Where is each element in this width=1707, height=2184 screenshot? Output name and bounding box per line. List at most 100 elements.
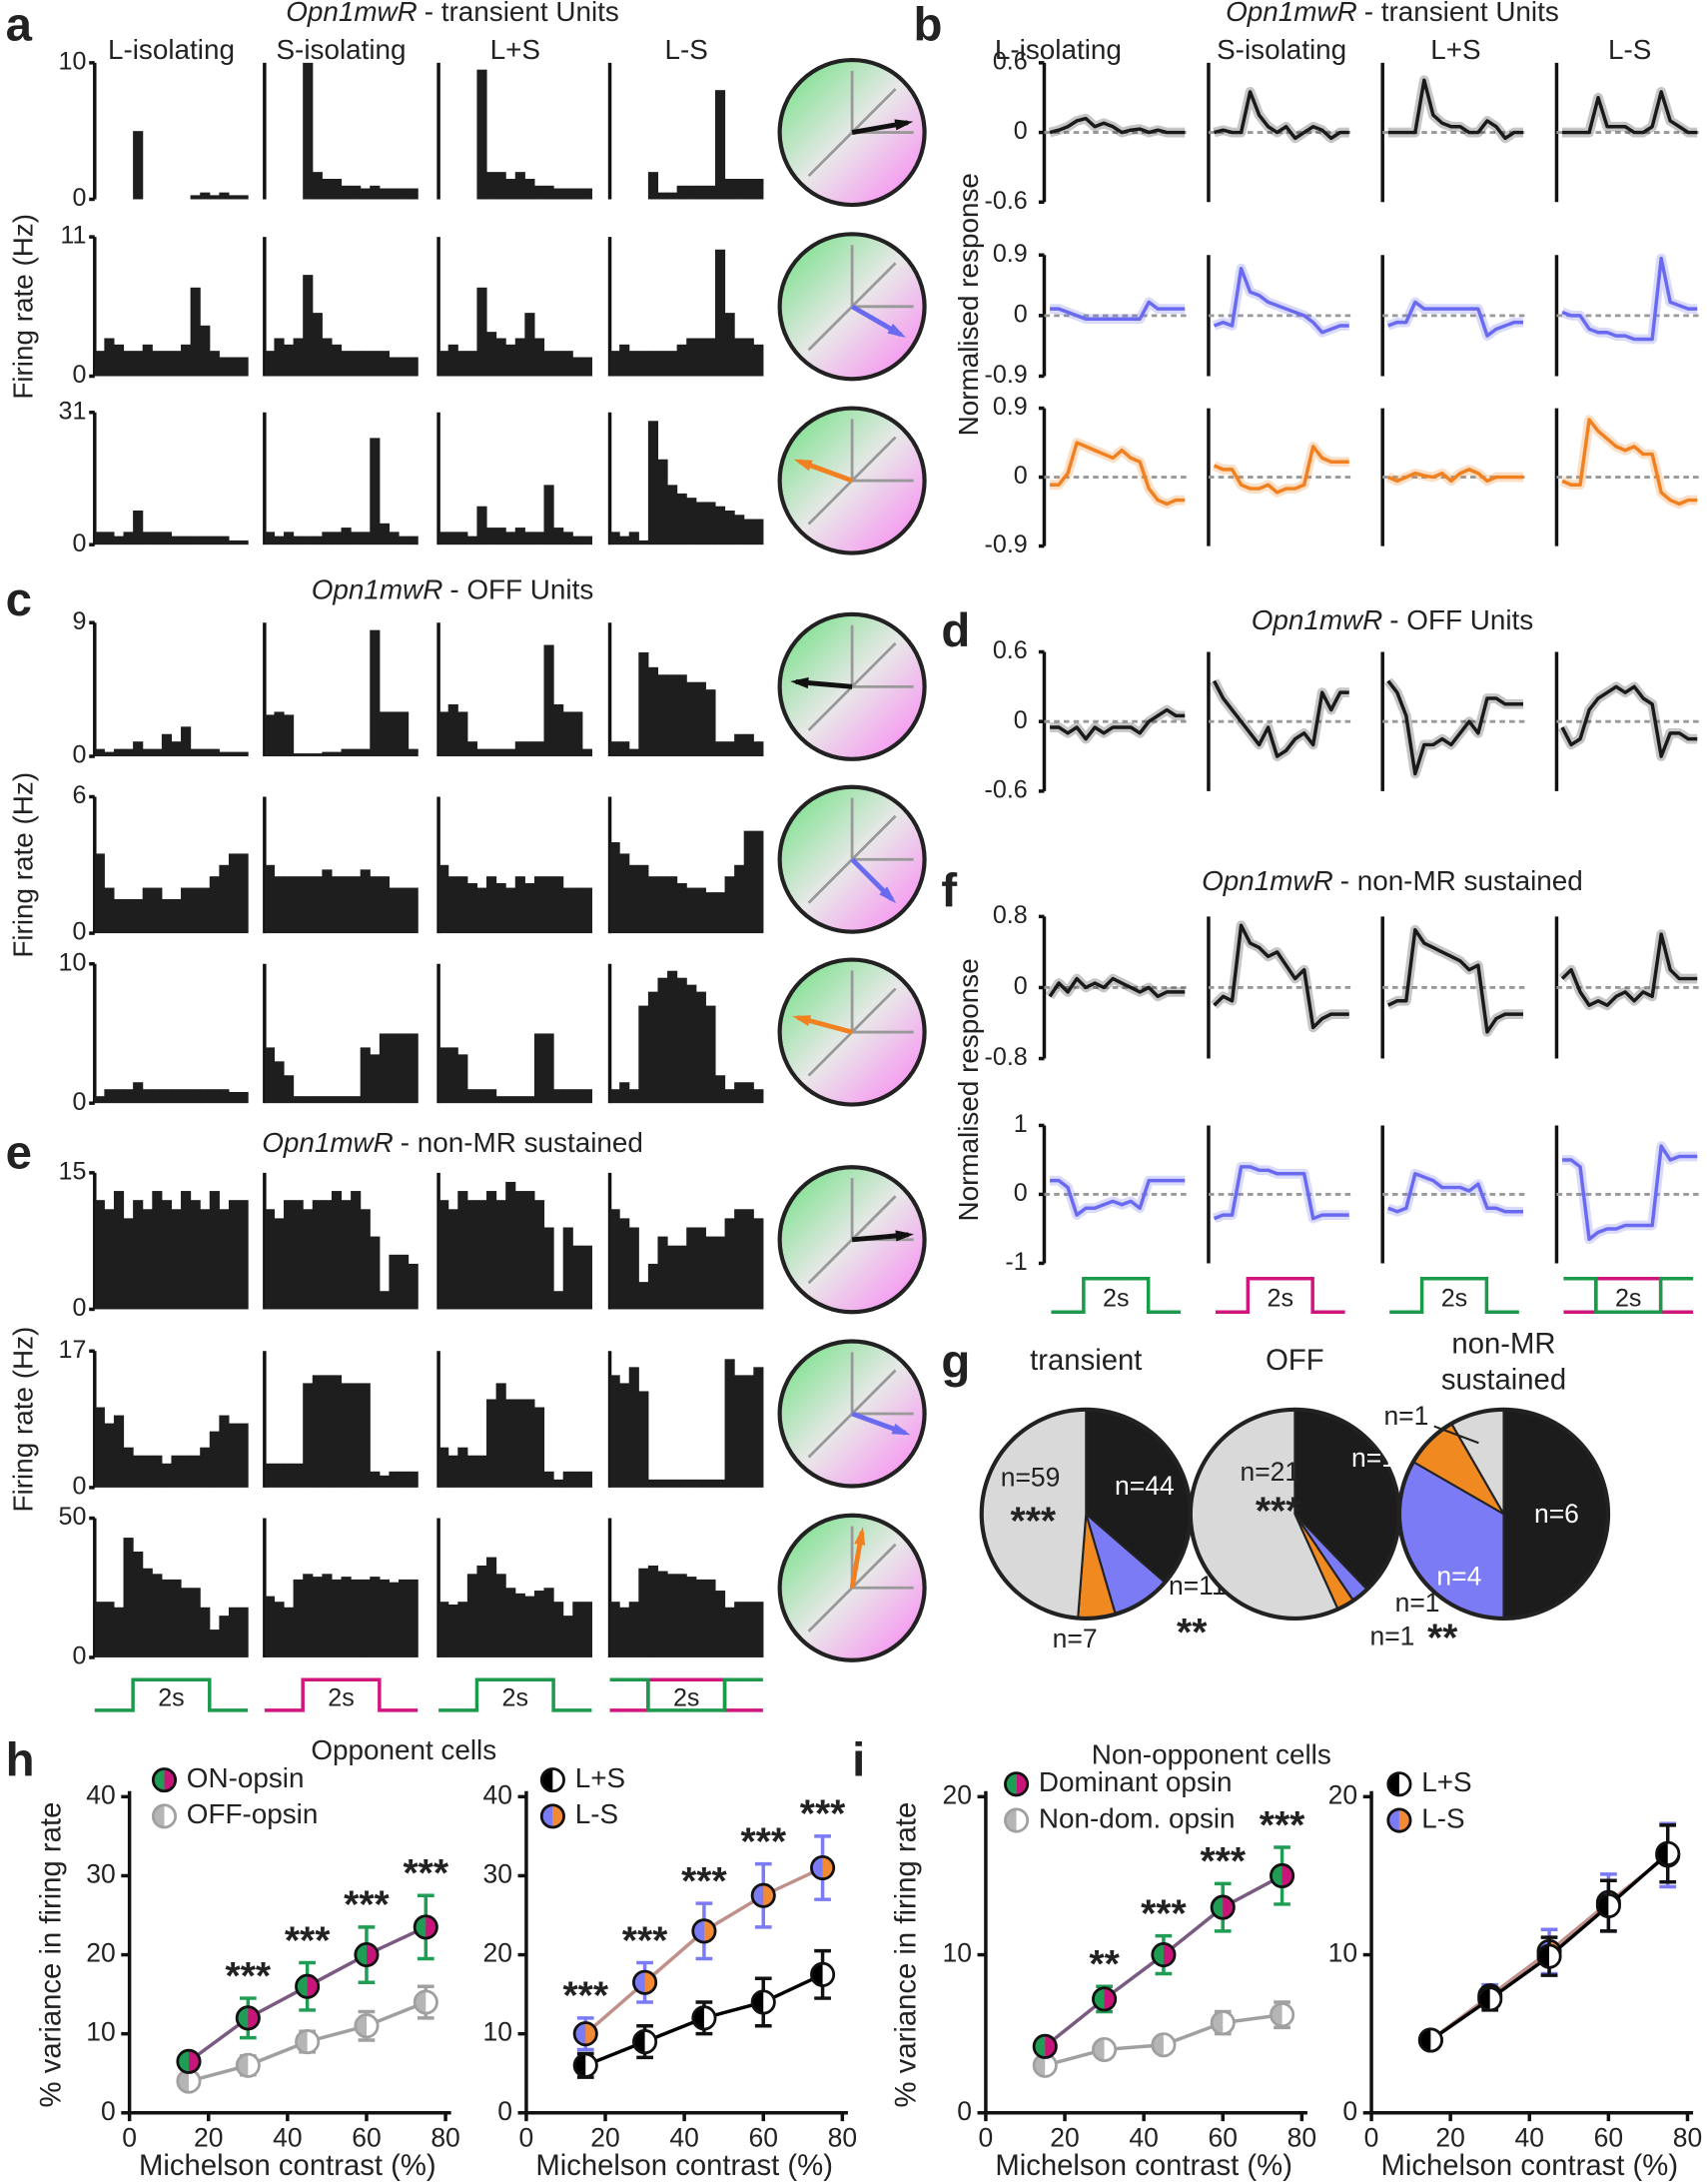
- marker: [1004, 1807, 1030, 1833]
- psth-bar: [161, 1200, 173, 1310]
- psth-bar: [734, 1209, 745, 1310]
- psth-bar: [94, 1096, 105, 1104]
- psth-bar: [238, 1200, 249, 1310]
- psth-bar: [379, 1033, 390, 1104]
- psth-bar: [438, 1200, 449, 1310]
- psth-bar: [695, 338, 706, 377]
- psth-bar: [200, 192, 211, 200]
- psth-bar: [133, 898, 144, 934]
- y-tick-label: 0.8: [993, 901, 1028, 929]
- psth-bar: [686, 887, 697, 934]
- x-tick-label: 60: [1594, 2122, 1623, 2152]
- psth-bar: [123, 748, 134, 757]
- psth-bar: [341, 1200, 352, 1310]
- psth-bar: [331, 1579, 343, 1657]
- psth-bar: [505, 344, 516, 377]
- psth-bar: [619, 1218, 630, 1310]
- response-trace: [1387, 468, 1523, 484]
- psth-bar: [724, 1218, 735, 1310]
- psth-bar: [152, 1089, 163, 1104]
- significance: ***: [1141, 1892, 1187, 1935]
- psth-bar: [457, 1191, 468, 1310]
- psth-bar: [379, 351, 390, 377]
- psth-bar: [628, 351, 639, 377]
- psth-bar: [379, 523, 390, 546]
- stimulus-label: 2s: [328, 1683, 355, 1711]
- title-gene: Opn1mwR: [262, 1127, 394, 1158]
- psth-bar: [533, 338, 545, 377]
- psth-bar: [322, 1096, 333, 1104]
- psth-bar: [133, 131, 144, 200]
- psth-bar: [743, 178, 754, 200]
- psth-bar: [466, 1455, 477, 1488]
- psth-bar: [181, 536, 192, 546]
- psth-bar: [705, 338, 716, 377]
- psth-bar: [457, 876, 468, 934]
- psth-bar: [514, 172, 525, 200]
- psth-bar: [695, 991, 706, 1104]
- psth-bar: [553, 876, 564, 934]
- response-trace: [1561, 256, 1698, 342]
- psth-bar: [152, 1574, 163, 1657]
- psth-bar: [161, 1089, 173, 1104]
- psth-bar: [238, 1607, 249, 1657]
- psth-bar: [486, 876, 497, 934]
- legend-label: Non-dom. opsin: [1039, 1802, 1236, 1833]
- psth-bar: [190, 536, 201, 546]
- psth-bar: [370, 1236, 381, 1310]
- legend-label: L-S: [575, 1798, 618, 1829]
- title-text: - transient Units: [1364, 0, 1559, 27]
- psth-bar: [438, 711, 449, 757]
- psth-bar: [293, 876, 304, 934]
- psth-bar: [705, 185, 716, 200]
- psth-bar: [284, 1463, 295, 1488]
- tuning-vector-head: [891, 1423, 911, 1436]
- psth-bar: [142, 532, 153, 546]
- response-trace: [1050, 1178, 1186, 1217]
- psth-bar: [200, 536, 211, 546]
- y-tick-label: 20: [943, 1779, 972, 1809]
- psth-bar: [447, 1604, 458, 1657]
- y-tick-label: -1: [1005, 1248, 1027, 1276]
- psth-bar: [714, 1236, 726, 1310]
- marker: [1004, 1771, 1030, 1797]
- psth-bar: [695, 1579, 706, 1657]
- stimulus-label: 2s: [1103, 1284, 1130, 1312]
- psth-bar: [553, 188, 564, 200]
- psth-bar: [686, 1577, 697, 1657]
- psth-bar: [734, 1082, 745, 1104]
- tuning-vector-head: [895, 1230, 914, 1242]
- stimulus-step: [94, 1677, 249, 1712]
- psth-bar: [370, 351, 381, 377]
- psth-bar: [505, 1096, 516, 1104]
- psth-bar: [351, 351, 362, 377]
- psth-bar: [312, 313, 323, 377]
- x-tick-label: 80: [828, 2122, 857, 2152]
- x-tick-label: 0: [979, 2122, 994, 2152]
- psth-bar: [466, 536, 477, 546]
- psth-bar: [133, 351, 144, 377]
- psth-bar: [123, 898, 134, 934]
- psth-bar: [284, 876, 295, 934]
- psth-bar: [572, 357, 583, 377]
- psth-bar: [524, 532, 535, 546]
- legend-label: L+S: [1421, 1766, 1471, 1797]
- response-trace: [1050, 707, 1186, 741]
- y-tick-label: 10: [1328, 1938, 1357, 1968]
- stimulus-label: 2s: [502, 1683, 528, 1711]
- response-trace: [1560, 932, 1698, 1007]
- psth-bar: [457, 1054, 468, 1104]
- psth-bar: [647, 876, 659, 934]
- psth-bar: [351, 1579, 362, 1657]
- stimulus-label: 2s: [1615, 1284, 1641, 1312]
- psth-bar: [695, 185, 706, 200]
- psth-bar: [638, 351, 649, 377]
- significance: ***: [285, 1919, 331, 1962]
- psth-bar: [657, 1236, 668, 1310]
- y-tick-label: 0.6: [993, 636, 1028, 664]
- marker: [354, 2013, 380, 2039]
- psth-bar: [123, 1447, 134, 1488]
- panel-letter: f: [941, 865, 957, 918]
- tuning-vector-head: [793, 459, 813, 472]
- x-tick-label: 0: [519, 2122, 534, 2152]
